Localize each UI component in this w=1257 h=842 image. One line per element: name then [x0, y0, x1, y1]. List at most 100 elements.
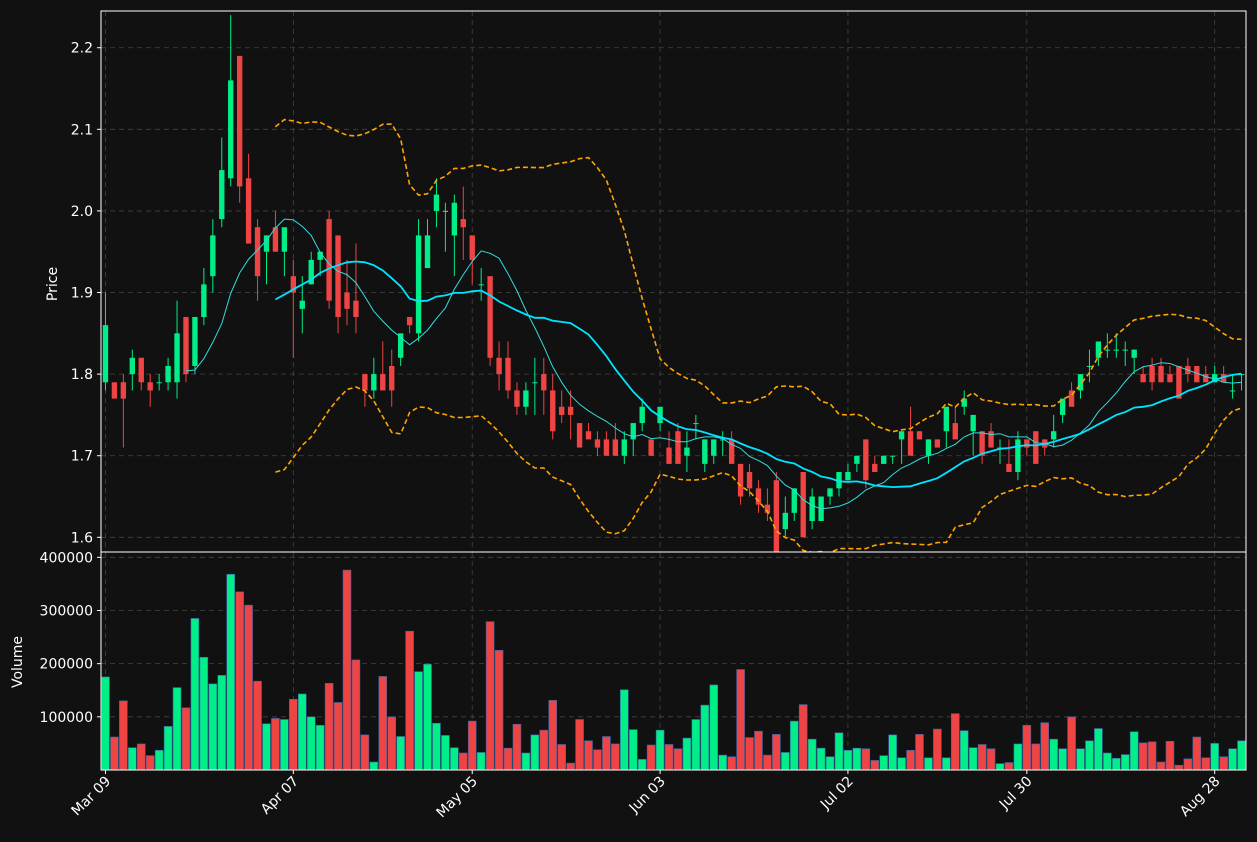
- candle-body: [1203, 374, 1209, 383]
- price-tick-label: 1.9: [71, 286, 93, 302]
- candle-body: [299, 300, 305, 309]
- candle-body: [1229, 390, 1236, 392]
- volume-bar: [154, 750, 164, 771]
- candle-body: [371, 374, 377, 391]
- volume-bar: [637, 759, 647, 771]
- volume-bar: [611, 743, 620, 771]
- volume-bar: [1228, 748, 1237, 771]
- volume-bar: [691, 719, 701, 771]
- candle-body: [219, 170, 225, 220]
- volume-bar: [664, 744, 674, 771]
- candle-body: [523, 390, 529, 407]
- volume-bar: [476, 752, 486, 771]
- volume-bar: [754, 730, 763, 771]
- candle-body: [1122, 349, 1128, 351]
- candle-body: [236, 55, 243, 187]
- volume-bar: [423, 663, 432, 771]
- candle-body: [603, 439, 610, 456]
- volume-tick-label: 200000: [40, 657, 93, 673]
- volume-bar: [226, 574, 235, 771]
- volume-bar: [396, 736, 405, 771]
- volume-bar: [181, 707, 191, 771]
- price-panel: [102, 15, 1245, 552]
- volume-bar: [539, 729, 549, 771]
- candle-body: [764, 504, 771, 513]
- volume-bar: [655, 729, 665, 771]
- volume-bar: [628, 729, 638, 771]
- price-tick-label: 2.0: [71, 204, 93, 220]
- candle-body: [567, 406, 574, 415]
- moving-average-fast-line: [185, 218, 1242, 510]
- price-tick-label: 2.1: [71, 122, 93, 138]
- candle-body: [1068, 390, 1075, 407]
- candle-body: [380, 374, 386, 391]
- candle-body: [550, 390, 556, 432]
- volume-bar: [977, 744, 987, 771]
- candle-body: [389, 365, 395, 391]
- candle-body: [1158, 365, 1164, 383]
- candle-body: [782, 512, 788, 530]
- candle-body: [192, 316, 198, 366]
- candle-body: [1140, 374, 1146, 383]
- candle-body: [469, 235, 475, 260]
- volume-bar: [1237, 740, 1246, 771]
- volume-bar: [1138, 742, 1148, 771]
- volume-bar: [995, 763, 1005, 771]
- candle-body: [254, 227, 261, 277]
- volume-bar: [1112, 758, 1121, 771]
- candle-body: [129, 357, 135, 375]
- volume-bar: [861, 748, 871, 771]
- candle-body: [988, 431, 994, 448]
- volume-bar: [968, 747, 978, 771]
- volume-bar: [924, 757, 933, 771]
- candle-body: [916, 431, 923, 440]
- volume-bar: [1049, 738, 1058, 771]
- candle-body: [344, 292, 350, 309]
- candle-body: [854, 455, 860, 464]
- volume-bar: [414, 671, 423, 771]
- volume-bar: [548, 700, 558, 771]
- candle-body: [308, 259, 314, 285]
- candle-body: [505, 357, 511, 391]
- candle-body: [872, 463, 878, 473]
- volume-bar: [736, 669, 745, 771]
- price-tick-label: 1.8: [71, 367, 93, 383]
- candle-body: [362, 374, 368, 391]
- candle-body: [1167, 374, 1173, 383]
- volume-tick-label: 100000: [40, 710, 93, 726]
- candle-body: [576, 423, 583, 448]
- candle-body: [657, 406, 663, 424]
- candle-body: [532, 382, 538, 384]
- volume-bar: [933, 728, 942, 771]
- candle-body: [1006, 463, 1012, 473]
- volume-tick-label: 400000: [40, 550, 93, 566]
- volume-bar: [709, 684, 719, 771]
- volume-bar: [789, 720, 799, 771]
- volume-bar: [575, 719, 584, 771]
- candle-body: [433, 194, 440, 211]
- candle-body: [1104, 349, 1111, 351]
- volume-bar: [369, 761, 379, 771]
- candle-body: [353, 300, 359, 317]
- candle-body: [621, 439, 627, 456]
- volume-bar: [986, 748, 996, 771]
- candle-body: [827, 488, 833, 497]
- volume-axis-label: Volume: [10, 636, 26, 688]
- candle-body: [791, 488, 797, 513]
- candle-body: [406, 316, 413, 326]
- volume-bar: [235, 591, 244, 771]
- candle-body: [1113, 349, 1119, 351]
- volume-bar: [682, 737, 692, 771]
- volume-bar: [333, 702, 343, 771]
- volume-bar: [566, 762, 575, 771]
- candle-body: [487, 276, 493, 358]
- candle-body: [943, 406, 950, 432]
- candle-body: [424, 235, 431, 269]
- candle-body: [1220, 374, 1227, 383]
- candle-body: [1086, 365, 1093, 367]
- volume-bar: [253, 680, 262, 771]
- candle-body: [648, 439, 654, 456]
- volume-bar: [772, 734, 781, 771]
- volume-bar: [467, 720, 477, 771]
- candle-body: [1176, 365, 1182, 399]
